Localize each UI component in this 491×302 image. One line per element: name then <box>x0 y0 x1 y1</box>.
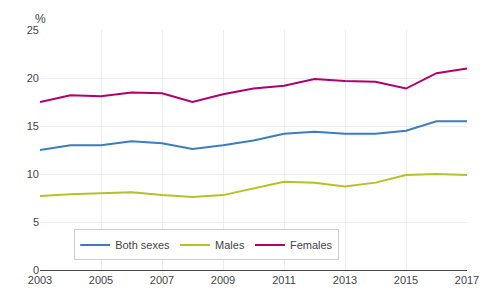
svg-text:2007: 2007 <box>150 274 174 286</box>
svg-text:20: 20 <box>27 72 39 84</box>
svg-text:0: 0 <box>33 264 39 276</box>
svg-text:2003: 2003 <box>28 274 52 286</box>
svg-text:Both sexes: Both sexes <box>115 239 170 251</box>
svg-text:2017: 2017 <box>455 274 479 286</box>
svg-text:25: 25 <box>27 24 39 36</box>
svg-text:2009: 2009 <box>211 274 235 286</box>
svg-text:2013: 2013 <box>333 274 357 286</box>
svg-text:2015: 2015 <box>394 274 418 286</box>
svg-text:10: 10 <box>27 168 39 180</box>
svg-text:5: 5 <box>33 216 39 228</box>
svg-text:Males: Males <box>215 239 245 251</box>
svg-text:15: 15 <box>27 120 39 132</box>
svg-text:%: % <box>35 12 46 26</box>
svg-text:Females: Females <box>290 239 333 251</box>
svg-text:2005: 2005 <box>89 274 113 286</box>
svg-text:2011: 2011 <box>272 274 296 286</box>
